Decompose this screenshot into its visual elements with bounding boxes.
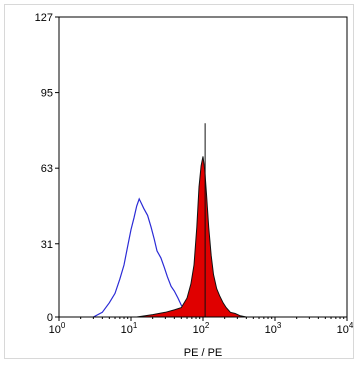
plot-border	[58, 16, 348, 318]
y-tick-label: 31	[41, 239, 53, 251]
series-1-histogram	[93, 197, 200, 318]
x-axis-ticks: 100 101 102 103 104	[49, 317, 354, 336]
y-tick-label: 0	[47, 312, 53, 324]
x-tick-label: 104	[337, 321, 354, 336]
y-axis-ticks: 0 31 63 95 127	[35, 12, 59, 324]
x-axis-title: PE / PE	[184, 347, 223, 359]
plot-layer	[93, 123, 247, 318]
x-tick-label: 102	[193, 321, 210, 336]
x-tick-label: 103	[265, 321, 282, 336]
y-tick-label: 63	[41, 163, 53, 175]
y-tick-label: 95	[41, 88, 53, 100]
series-2-histogram	[136, 156, 247, 318]
x-tick-label: 101	[121, 321, 138, 336]
y-tick-label: 127	[35, 12, 53, 24]
x-tick-label: 100	[49, 321, 66, 336]
